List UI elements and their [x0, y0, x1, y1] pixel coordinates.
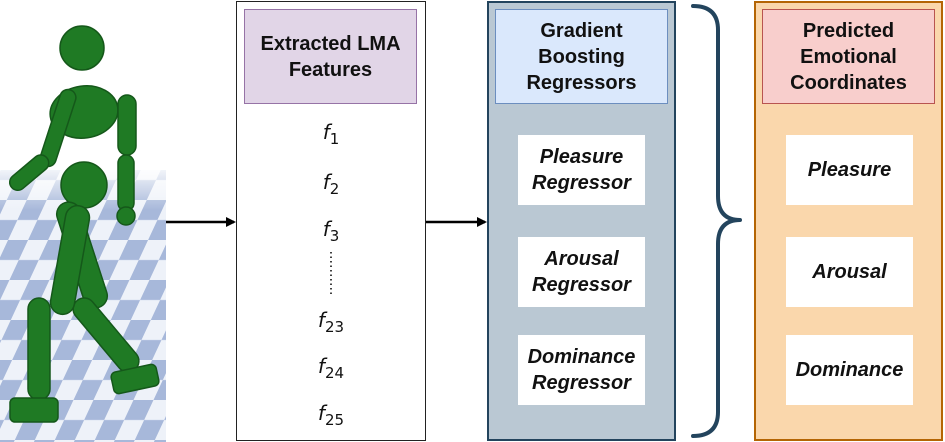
feature-f23: f23	[317, 308, 345, 336]
curly-brace	[691, 4, 742, 438]
arousal-regressor-box: Arousal Regressor	[518, 237, 645, 307]
feature-f24: f24	[317, 354, 345, 382]
feature-f25: f25	[317, 401, 345, 429]
features-header: Extracted LMA Features	[244, 9, 417, 104]
arousal-output-box: Arousal	[786, 237, 913, 307]
dominance-output-box: Dominance	[786, 335, 913, 405]
humanoid-figure	[8, 25, 160, 423]
feature-f1: f1	[322, 120, 340, 148]
pleasure-regressor-box: Pleasure Regressor	[518, 135, 645, 205]
dominance-regressor-box: Dominance Regressor	[518, 335, 645, 405]
regressor-header: Gradient Boosting Regressors	[495, 9, 668, 104]
feature-f2: f2	[322, 170, 340, 198]
output-header: Predicted Emotional Coordinates	[762, 9, 935, 104]
feature-f3: f3	[322, 217, 340, 245]
pleasure-output-box: Pleasure	[786, 135, 913, 205]
walking-figure-illustration	[0, 0, 166, 442]
